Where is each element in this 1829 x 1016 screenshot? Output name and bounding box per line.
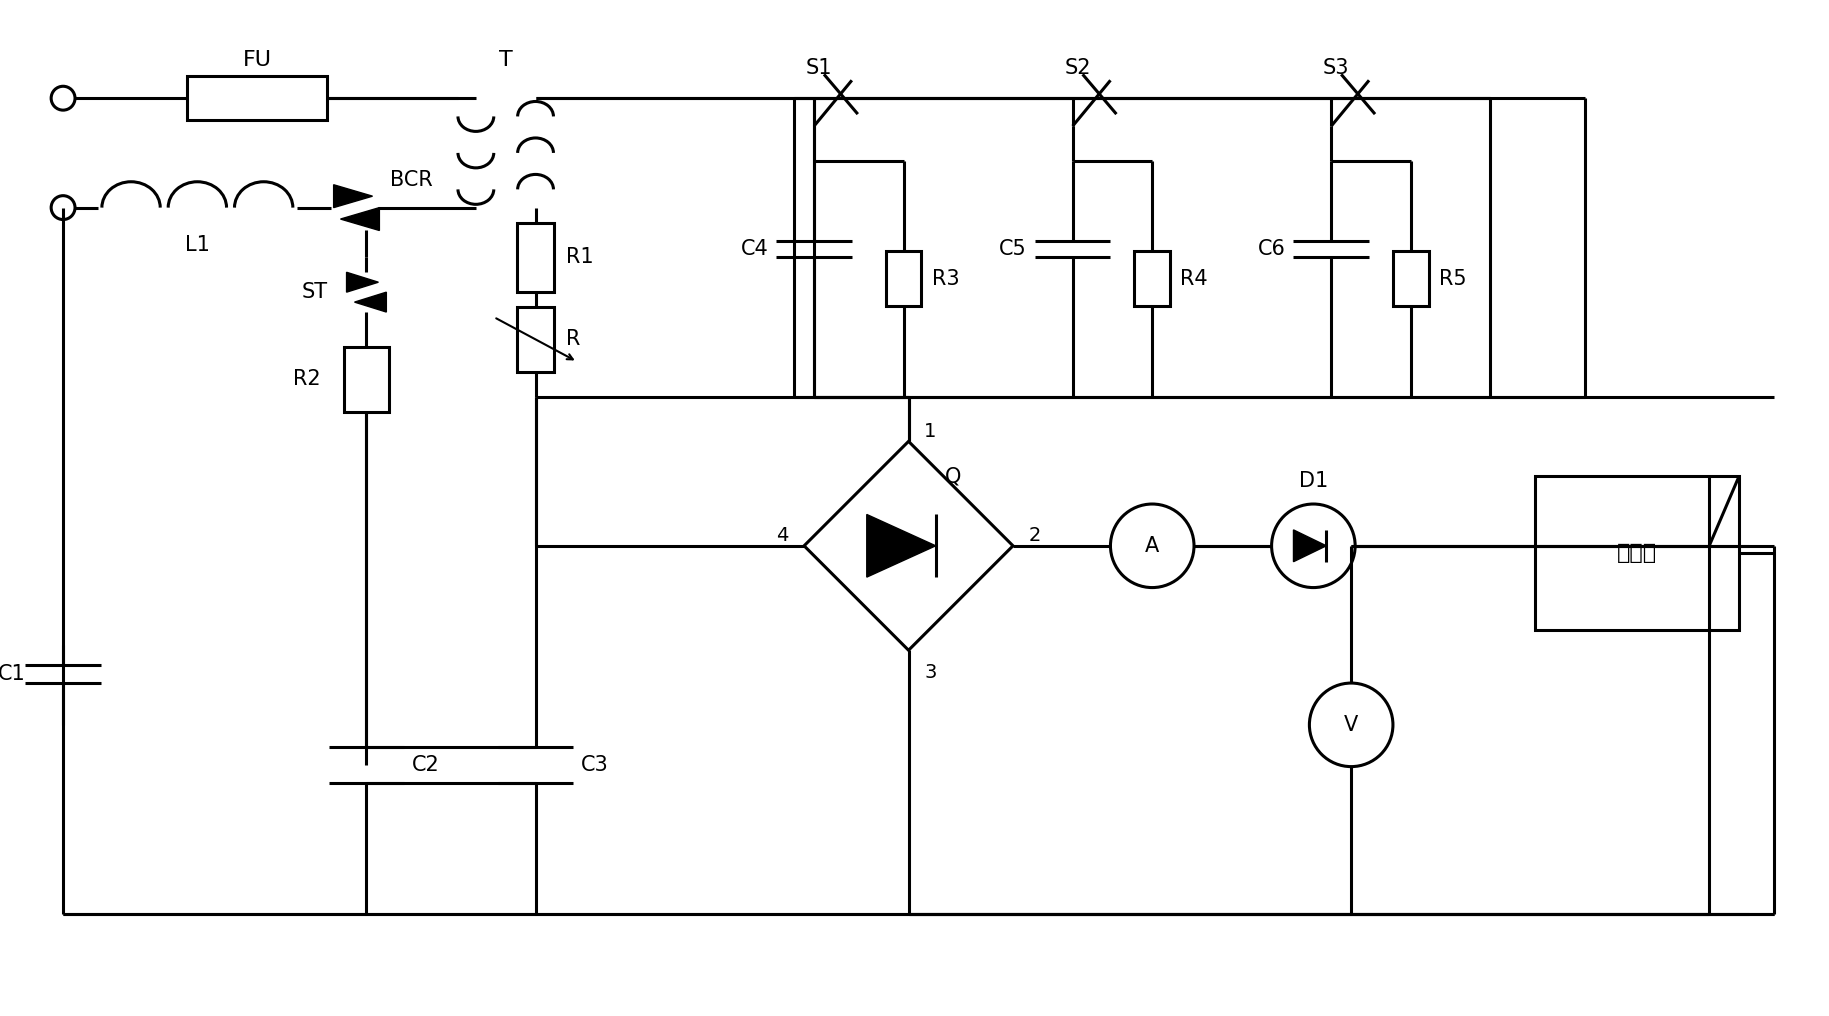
Circle shape bbox=[51, 86, 75, 110]
Text: C6: C6 bbox=[1258, 239, 1286, 259]
Text: BCR: BCR bbox=[390, 170, 433, 190]
Text: 1: 1 bbox=[924, 422, 936, 441]
Circle shape bbox=[51, 196, 75, 219]
Text: C3: C3 bbox=[582, 755, 609, 774]
Text: R1: R1 bbox=[567, 247, 594, 267]
Bar bbox=[1134, 251, 1171, 306]
Text: 3: 3 bbox=[924, 662, 936, 682]
Text: Q: Q bbox=[946, 466, 962, 487]
Bar bbox=[1535, 477, 1739, 630]
Text: R5: R5 bbox=[1439, 268, 1467, 289]
Text: R2: R2 bbox=[293, 369, 320, 389]
Polygon shape bbox=[355, 293, 386, 312]
Text: T: T bbox=[499, 51, 512, 70]
Bar bbox=[344, 346, 390, 411]
Bar bbox=[1394, 251, 1428, 306]
Bar bbox=[885, 251, 922, 306]
Text: C5: C5 bbox=[999, 239, 1026, 259]
Text: L1: L1 bbox=[185, 236, 210, 255]
Text: 插座板: 插座板 bbox=[1617, 544, 1657, 563]
Text: A: A bbox=[1145, 535, 1160, 556]
Bar bbox=[516, 307, 554, 372]
Circle shape bbox=[1271, 504, 1355, 587]
Text: FU: FU bbox=[243, 51, 271, 70]
Polygon shape bbox=[346, 272, 379, 293]
Bar bbox=[516, 223, 554, 293]
Text: D1: D1 bbox=[1299, 471, 1328, 491]
Circle shape bbox=[1110, 504, 1194, 587]
Text: S1: S1 bbox=[807, 58, 832, 78]
Text: S3: S3 bbox=[1322, 58, 1350, 78]
Text: C2: C2 bbox=[412, 755, 441, 774]
Text: ST: ST bbox=[302, 282, 327, 302]
Text: R: R bbox=[567, 329, 580, 350]
Polygon shape bbox=[1293, 530, 1326, 562]
Polygon shape bbox=[340, 207, 379, 231]
Text: R4: R4 bbox=[1180, 268, 1207, 289]
Text: C4: C4 bbox=[741, 239, 768, 259]
Polygon shape bbox=[333, 185, 373, 207]
Circle shape bbox=[1310, 683, 1394, 767]
Bar bbox=[187, 76, 327, 120]
Text: 2: 2 bbox=[1028, 526, 1041, 546]
Text: S2: S2 bbox=[1064, 58, 1090, 78]
Text: R3: R3 bbox=[931, 268, 958, 289]
Polygon shape bbox=[867, 514, 936, 577]
Text: V: V bbox=[1344, 715, 1359, 735]
Text: C1: C1 bbox=[0, 664, 26, 684]
Text: 4: 4 bbox=[775, 526, 788, 546]
